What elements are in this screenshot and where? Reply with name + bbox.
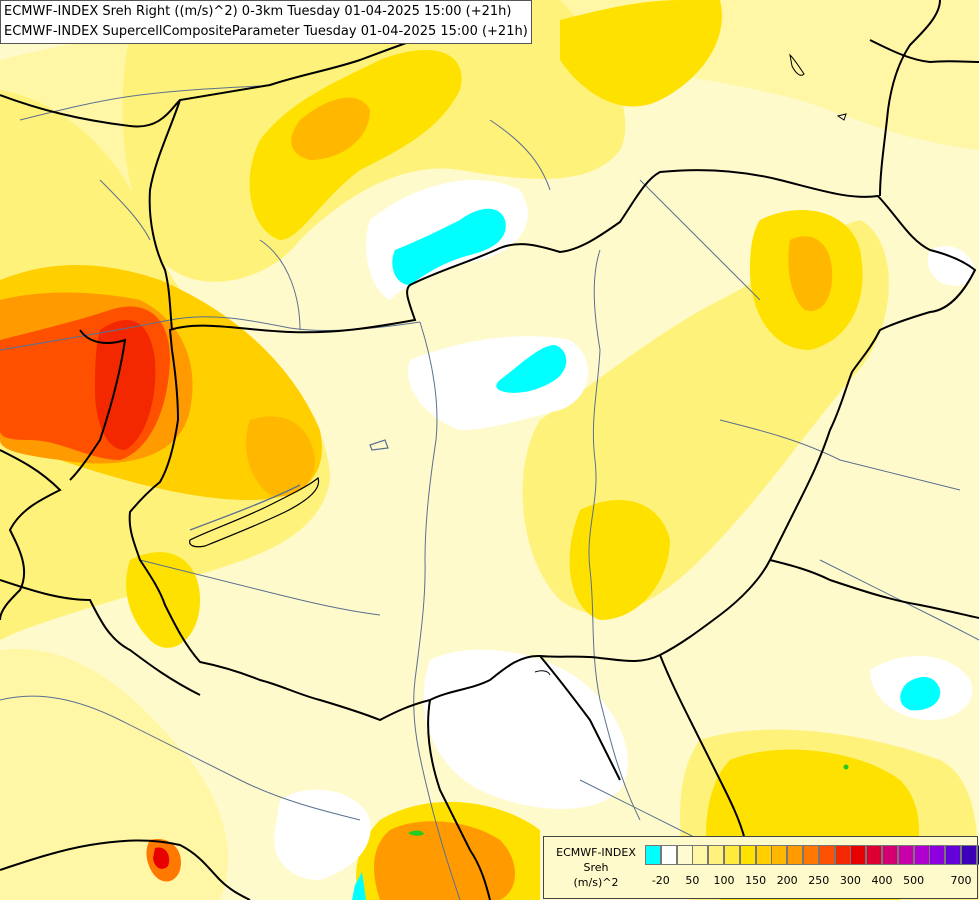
legend-tick-label: 200 [776,874,798,887]
legend-swatch [897,845,914,865]
legend-tick-label: 300 [839,874,861,887]
legend-tick-label: 250 [808,874,830,887]
rivers [0,85,979,900]
legend-swatch [645,845,661,865]
legend-swatch [708,845,725,865]
header-line-scp: ECMWF-INDEX SupercellCompositeParameter … [4,24,528,39]
legend-swatch [755,845,772,865]
legend-swatch [692,845,709,865]
legend-swatch [818,845,835,865]
legend-swatch [929,845,946,865]
legend-tick-label: 700 [950,874,972,887]
legend-swatch [676,845,693,865]
legend-swatch [803,845,819,865]
legend-swatch [834,845,851,865]
color-legend: ECMWF-INDEX Sreh (m/s)^2 -20 50 100 150 200 2… [543,836,979,899]
small-lakes [534,53,847,676]
legend-swatch [739,845,756,865]
legend-swatch [724,845,740,865]
map-header: ECMWF-INDEX Sreh Right ((m/s)^2) 0-3km T… [0,0,532,44]
legend-title-line2: Sreh [583,861,609,874]
legend-swatch [866,845,883,865]
legend-swatch [913,845,930,865]
legend-tick-label: 150 [745,874,767,887]
legend-swatch [660,845,677,865]
legend-swatch [771,845,788,865]
legend-swatch [945,845,962,865]
legend-swatch [961,845,977,865]
legend-swatch [850,845,867,865]
legend-tick-label: 500 [903,874,925,887]
legend-title: ECMWF-INDEX Sreh (m/s)^2 [548,845,644,890]
legend-swatch [976,845,979,865]
legend-swatch [787,845,804,865]
legend-tick-label: -20 [651,874,670,887]
legend-title-line1: ECMWF-INDEX [556,846,636,859]
legend-tick-label: 100 [713,874,735,887]
legend-tick-label: 400 [871,874,893,887]
legend-title-line3: (m/s)^2 [573,876,619,889]
lake-balaton [189,476,320,548]
legend-swatch [882,845,898,865]
legend-tick-label: 50 [685,874,700,887]
header-line-sreh: ECMWF-INDEX Sreh Right ((m/s)^2) 0-3km T… [4,4,512,19]
